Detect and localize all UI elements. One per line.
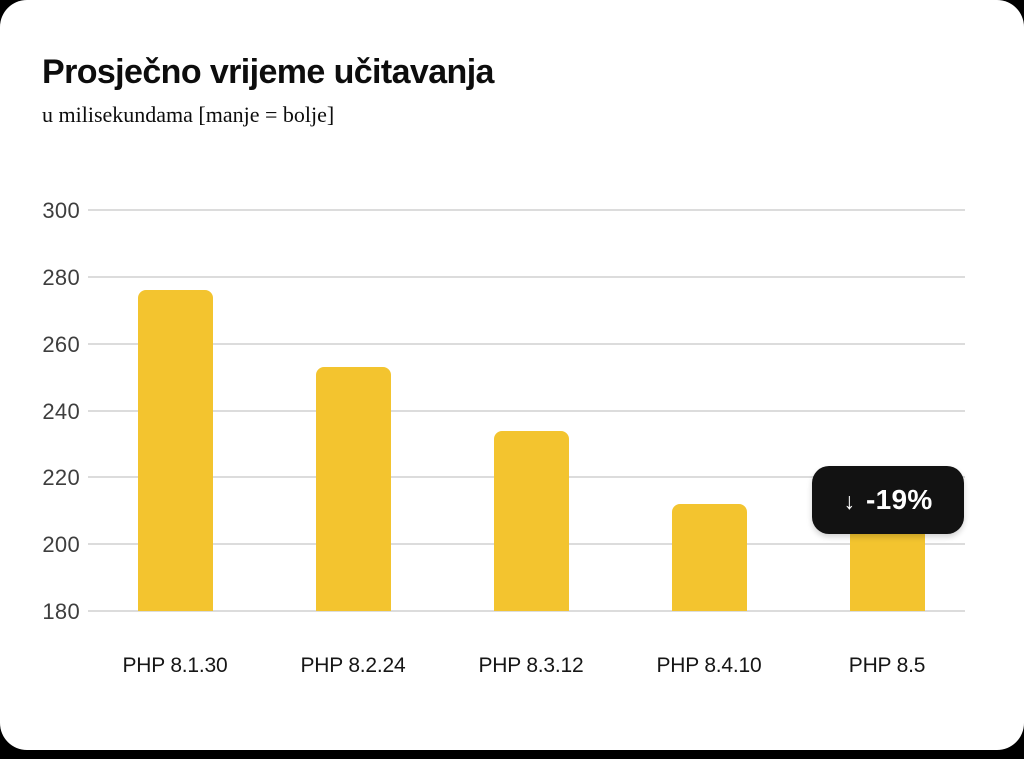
bar-php-8.4.10 xyxy=(671,504,747,611)
gridline xyxy=(88,610,965,612)
y-axis-tick-label: 200 xyxy=(42,532,80,558)
x-axis-label: PHP 8.5 xyxy=(848,654,926,677)
y-axis-tick-label: 180 xyxy=(42,599,80,624)
y-axis-tick-label: 300 xyxy=(42,198,80,223)
change-badge: ↓ -19% xyxy=(812,466,964,534)
down-arrow-icon: ↓ xyxy=(843,487,855,514)
y-axis-tick-label: 280 xyxy=(42,264,80,290)
gridline xyxy=(88,342,965,345)
gridline xyxy=(88,209,965,211)
bar-php-8.5 xyxy=(849,527,925,611)
bar-php-8.2.24 xyxy=(315,367,391,611)
x-axis-label: PHP 8.1.30 xyxy=(122,654,228,677)
y-axis-tick-label: 260 xyxy=(42,331,80,357)
x-axis-label: PHP 8.4.10 xyxy=(656,654,762,677)
bar-php-8.1.30 xyxy=(137,290,213,611)
y-axis-tick-label: 240 xyxy=(42,398,80,424)
chart-subtitle: u milisekundama [manje = bolje] xyxy=(42,102,335,127)
x-axis-label: PHP 8.3.12 xyxy=(478,654,584,677)
x-axis-label: PHP 8.2.24 xyxy=(300,654,406,677)
gridline xyxy=(88,275,965,278)
bar-php-8.3.12 xyxy=(493,430,569,611)
gridline xyxy=(88,409,965,412)
y-axis-tick-label: 220 xyxy=(42,465,80,491)
change-badge-label: -19% xyxy=(865,484,933,515)
chart-title: Prosječno vrijeme učitavanja xyxy=(42,53,494,91)
